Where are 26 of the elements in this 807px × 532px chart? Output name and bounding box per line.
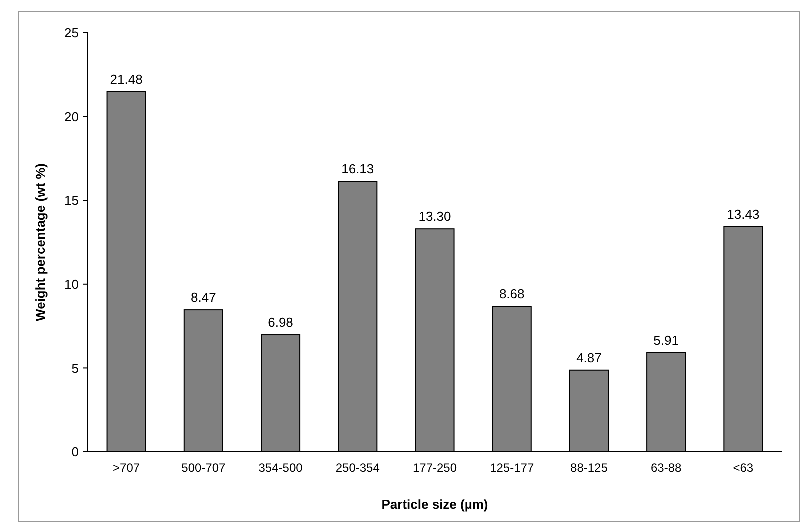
data-label: 5.91: [654, 332, 679, 348]
data-label: 8.47: [191, 290, 216, 306]
data-label: 13.43: [727, 206, 760, 222]
y-tick-label: 10: [64, 276, 79, 292]
y-tick-label: 0: [72, 444, 79, 460]
x-tick-label: 63-88: [650, 461, 682, 475]
data-label: 21.48: [110, 72, 143, 87]
y-axis-title: Weight percentage (wt %): [33, 164, 48, 322]
y-tick-label: 20: [64, 109, 79, 124]
x-tick-label: 88-125: [570, 461, 608, 475]
x-tick-label: 354-500: [258, 461, 304, 475]
x-tick-label: 500-707: [182, 461, 226, 475]
data-label: 4.87: [576, 350, 602, 366]
x-tick-label: <63: [733, 461, 754, 475]
x-axis-title: Particle size (µm): [382, 497, 488, 512]
data-label: 8.68: [499, 286, 525, 302]
y-tick-label: 5: [72, 360, 79, 376]
x-tick-label: 125-177: [490, 461, 534, 475]
x-tick-label: 177-250: [412, 461, 458, 475]
data-label: 6.98: [268, 315, 294, 330]
x-tick-label: >707: [113, 461, 140, 475]
y-tick-label: 15: [64, 193, 79, 208]
x-tick-label: 250-354: [336, 461, 380, 475]
y-tick-label: 25: [64, 26, 79, 41]
data-label: 13.30: [418, 209, 452, 224]
data-label: 16.13: [342, 162, 374, 177]
